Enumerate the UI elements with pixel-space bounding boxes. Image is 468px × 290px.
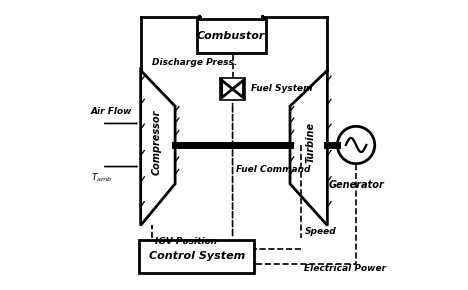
Text: IGV Position: IGV Position (155, 237, 217, 246)
Text: Fuel Command: Fuel Command (236, 164, 310, 173)
Text: Discharge Press.: Discharge Press. (152, 58, 237, 67)
Text: Speed: Speed (304, 227, 336, 236)
FancyBboxPatch shape (220, 78, 245, 100)
Text: Combustor: Combustor (197, 31, 265, 41)
FancyBboxPatch shape (197, 19, 266, 53)
Text: Electrical Power: Electrical Power (304, 264, 387, 273)
Text: $T_{amb}$: $T_{amb}$ (91, 172, 112, 184)
Text: Generator: Generator (328, 180, 384, 190)
Text: Air Flow: Air Flow (91, 108, 132, 117)
Text: Compressor: Compressor (152, 109, 161, 175)
Text: Fuel System: Fuel System (251, 84, 312, 93)
Text: Turbine: Turbine (306, 122, 316, 163)
FancyBboxPatch shape (139, 240, 254, 273)
Text: Control System: Control System (148, 251, 245, 261)
